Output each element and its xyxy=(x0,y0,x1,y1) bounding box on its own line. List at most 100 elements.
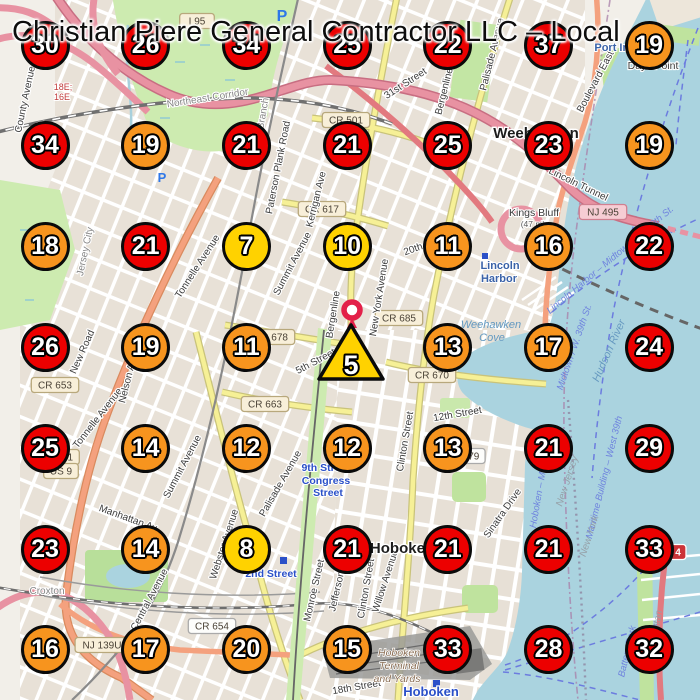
rank-marker[interactable]: 11 xyxy=(221,322,271,372)
svg-text:US 9: US 9 xyxy=(50,467,73,478)
map-label: Hoboken xyxy=(403,684,459,699)
rank-marker[interactable]: 14 xyxy=(121,423,171,473)
svg-text:I 95: I 95 xyxy=(189,17,206,28)
rank-marker[interactable]: 23 xyxy=(20,524,70,574)
rank-marker[interactable]: 33 xyxy=(624,524,674,574)
rank-marker[interactable]: 25 xyxy=(322,20,372,70)
rank-marker[interactable]: 12 xyxy=(221,423,271,473)
svg-text:CR 678: CR 678 xyxy=(254,333,288,344)
rank-marker[interactable]: 21 xyxy=(524,524,573,574)
rank-marker[interactable]: 34 xyxy=(20,121,70,171)
map-label: Hoboken xyxy=(370,540,434,557)
rank-marker[interactable]: 20 xyxy=(221,625,271,675)
rank-marker[interactable]: 26 xyxy=(20,322,70,372)
rank-marker[interactable]: 21 xyxy=(221,121,271,171)
rank-marker[interactable]: 33 xyxy=(423,625,473,675)
map-label: Harbor xyxy=(481,273,518,285)
rank-marker[interactable]: 13 xyxy=(423,423,473,473)
svg-text:CR 617: CR 617 xyxy=(305,205,339,216)
rank-marker[interactable]: 17 xyxy=(524,322,573,372)
rank-marker[interactable]: 30 xyxy=(20,20,70,70)
svg-text:CR 653: CR 653 xyxy=(38,381,72,392)
rank-marker[interactable]: 21 xyxy=(322,524,372,574)
rank-marker[interactable]: 23 xyxy=(524,121,573,171)
route-shield: I 95 xyxy=(179,12,215,30)
rank-marker[interactable]: 21 xyxy=(121,222,171,272)
rank-marker[interactable]: 19 xyxy=(121,121,171,171)
svg-text:CR 670: CR 670 xyxy=(415,371,449,382)
map-label: Congress xyxy=(302,475,351,487)
route-shield: CR 663 xyxy=(240,395,290,413)
rank-marker[interactable]: 28 xyxy=(524,625,573,675)
svg-text:CR 663: CR 663 xyxy=(248,400,282,411)
rank-marker[interactable]: 22 xyxy=(624,222,674,272)
park-hoboken-north xyxy=(440,398,470,418)
rank-marker[interactable]: 8 xyxy=(221,524,271,574)
center-marker[interactable]: 5 xyxy=(305,293,400,388)
location-pin-icon xyxy=(341,299,363,328)
svg-text:4: 4 xyxy=(675,548,681,559)
rank-marker[interactable]: 21 xyxy=(423,524,473,574)
route-shield: NJ 495 xyxy=(578,203,628,221)
svg-text:CR 654: CR 654 xyxy=(195,622,229,633)
map-label: Weehawken xyxy=(461,319,521,331)
warning-triangle-icon: 5 xyxy=(317,323,385,382)
rank-marker[interactable]: 25 xyxy=(423,121,473,171)
map-label: Terminal xyxy=(379,660,420,672)
hudson-river xyxy=(457,0,700,700)
rank-marker[interactable]: 17 xyxy=(121,625,171,675)
rank-marker[interactable]: 19 xyxy=(624,20,674,70)
rank-marker[interactable]: 16 xyxy=(20,625,70,675)
map-label: Cove xyxy=(479,332,505,344)
center-marker-value: 5 xyxy=(343,350,358,380)
station-icon-hoboken xyxy=(433,680,440,687)
map-label: Street xyxy=(313,487,343,499)
map-label: Kings Bluff xyxy=(509,207,559,219)
park-elysian xyxy=(452,472,486,502)
rank-marker[interactable]: 21 xyxy=(322,121,372,171)
rank-marker[interactable]: 19 xyxy=(121,322,171,372)
rank-marker[interactable]: 18 xyxy=(20,222,70,272)
route-shield: CR 653 xyxy=(30,376,80,394)
route-shield: CR 685 xyxy=(374,309,424,327)
parking-icon: P xyxy=(158,170,167,185)
rank-marker[interactable]: 24 xyxy=(624,322,674,372)
rank-marker[interactable]: 21 xyxy=(524,423,573,473)
rank-marker[interactable]: 13 xyxy=(423,322,473,372)
map-label: 16E xyxy=(54,92,70,102)
rank-marker[interactable]: 34 xyxy=(221,20,271,70)
rank-marker[interactable]: 7 xyxy=(221,222,271,272)
svg-text:679: 679 xyxy=(463,452,480,463)
svg-text:NJ 139U: NJ 139U xyxy=(83,641,122,652)
map-label: 18E; xyxy=(54,82,73,92)
rank-marker[interactable]: 14 xyxy=(121,524,171,574)
rank-marker[interactable]: 22 xyxy=(423,20,473,70)
rank-marker[interactable]: 26 xyxy=(121,20,171,70)
map-label: and Yards xyxy=(374,673,422,685)
rank-marker[interactable]: 25 xyxy=(20,423,70,473)
urban-grid-jersey-city xyxy=(20,0,585,700)
rank-marker[interactable]: 32 xyxy=(624,625,674,675)
rank-marker[interactable]: 29 xyxy=(624,423,674,473)
rank-marker[interactable]: 11 xyxy=(423,222,473,272)
route-shield: CR 654 xyxy=(187,617,237,635)
rank-marker[interactable]: 12 xyxy=(322,423,372,473)
rank-marker[interactable]: 10 xyxy=(322,222,372,272)
rank-marker[interactable]: 16 xyxy=(524,222,573,272)
lincoln-tunnel-underwater xyxy=(654,222,700,240)
svg-text:CR 685: CR 685 xyxy=(382,314,416,325)
map-label: Lincoln xyxy=(480,260,519,272)
svg-text:NJ 495: NJ 495 xyxy=(587,208,619,219)
parking-icon: P xyxy=(277,8,288,25)
map-label: Hoboken xyxy=(378,647,420,659)
rank-marker[interactable]: 37 xyxy=(524,20,573,70)
route-shield: CR 617 xyxy=(297,200,347,218)
svg-text:CR 501: CR 501 xyxy=(329,116,363,127)
map-label: Croxton xyxy=(29,586,64,597)
rank-marker[interactable]: 19 xyxy=(624,121,674,171)
station-icon-lincoln-harbor xyxy=(482,253,488,259)
rank-marker[interactable]: 15 xyxy=(322,625,372,675)
